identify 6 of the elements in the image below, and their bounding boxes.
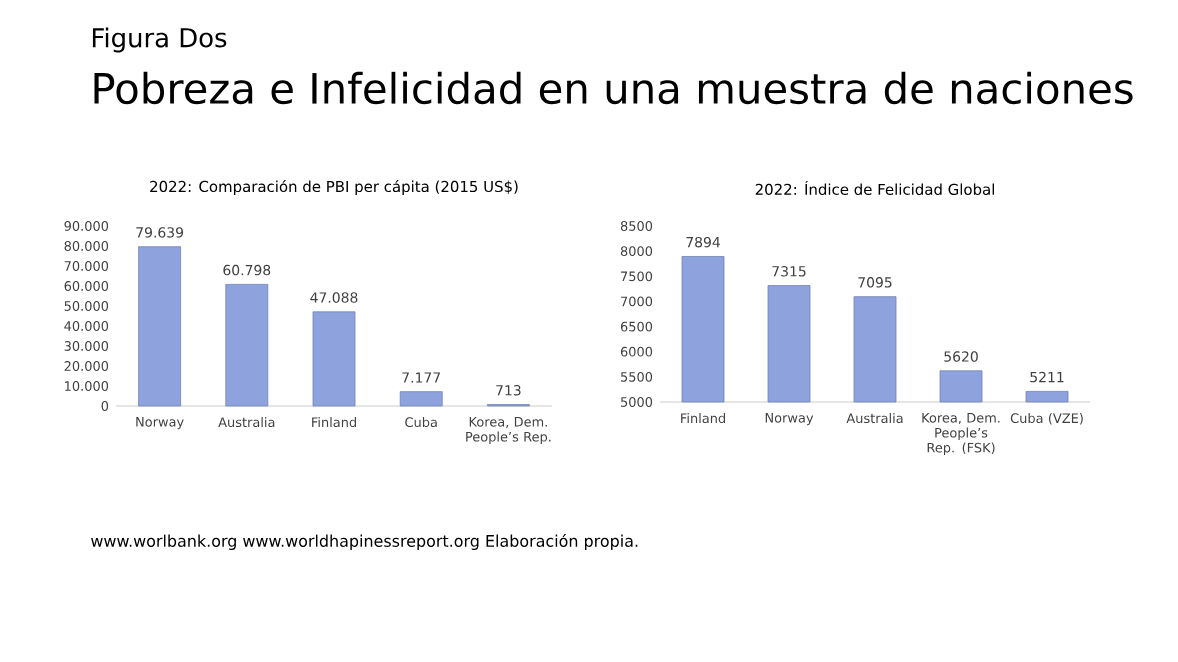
bar: [225, 284, 269, 407]
bar: [399, 391, 443, 407]
text: Pobreza e Infelicidad en una muestra de naciones: [94, 71, 1133, 105]
bar: [138, 246, 182, 407]
text: Figura Dos: [92, 27, 227, 53]
bar: [312, 311, 356, 407]
